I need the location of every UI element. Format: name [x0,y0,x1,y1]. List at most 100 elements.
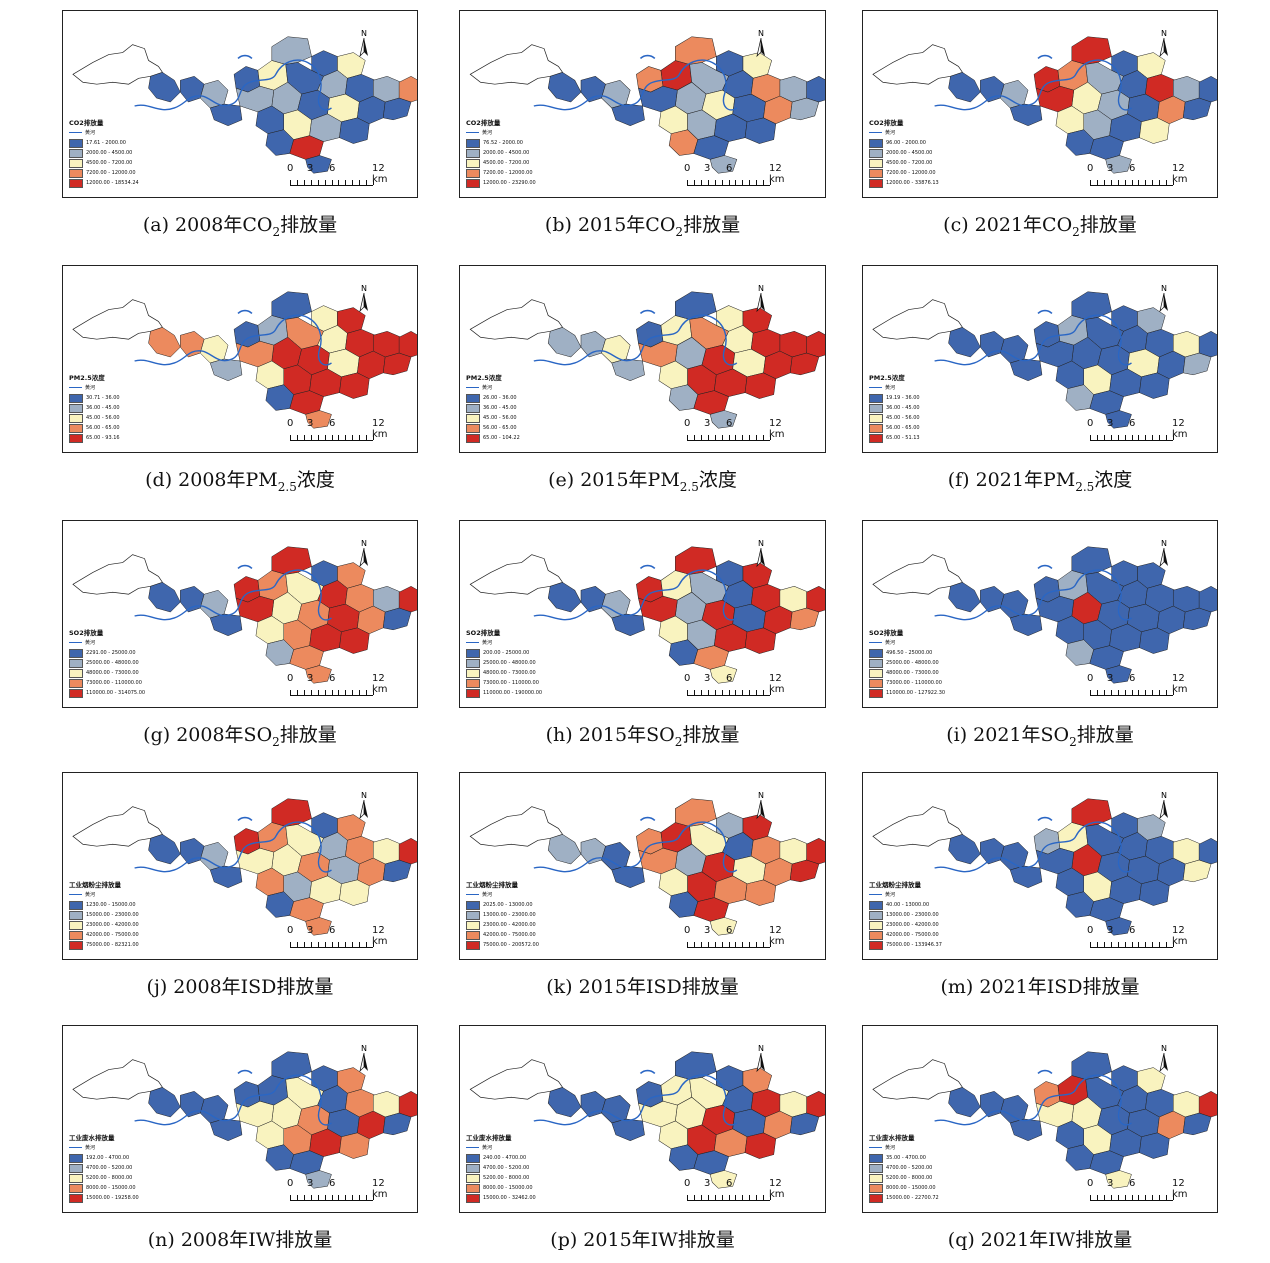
legend-class-row: 15000.00 - 22700.72 [869,1193,1019,1203]
legend-river-entry: 黄河 [466,129,616,136]
scale-label: 3 [1107,1178,1114,1189]
scale-tick [345,690,347,695]
yellow-river-line [134,314,332,366]
legend-range-label: 25000.00 - 48000.00 [86,660,139,666]
scale-tick [1110,690,1112,695]
legend-river-entry: 黄河 [869,639,1019,646]
scale-tick [331,690,333,695]
region-polygon [1009,1118,1043,1142]
caption-subscript: 2 [1072,224,1080,239]
region-polygon [148,327,181,358]
legend-range-label: 15000.00 - 19258.00 [86,1195,139,1201]
legend-class-row: 5200.00 - 8000.00 [466,1173,616,1183]
legend-range-label: 5200.00 - 8000.00 [886,1175,933,1181]
legend-class-row: 200.00 - 25000.00 [466,648,616,658]
scale-tick [359,180,361,185]
legend-swatch [466,168,480,178]
legend-class-row: 65.00 - 104.22 [466,433,616,443]
scale-tick [714,690,716,695]
region-polygon [1009,103,1043,127]
region-polygon [1198,1091,1217,1118]
scale-tick [742,180,744,185]
north-arrow: N [1157,1044,1171,1074]
scale-tick [1173,180,1174,185]
legend-range-label: 4500.00 - 7200.00 [886,160,933,166]
legend-range-label: 200.00 - 25000.00 [483,650,530,656]
scale-tick [345,180,347,185]
legend-range-label: 35.00 - 4700.00 [886,1155,926,1161]
legend-range-label: 8000.00 - 15000.00 [483,1185,533,1191]
legend-range-label: 2000.00 - 4500.00 [483,150,530,156]
scale-tick [1117,942,1119,947]
caption-text: (p) 2015年IW [550,1229,678,1251]
legend-range-label: 13000.00 - 23000.00 [483,912,536,918]
legend-range-label: 73000.00 - 110000.00 [886,680,942,686]
region-polygon [1198,331,1217,358]
scale-tick [742,1195,744,1200]
legend-swatch [69,393,83,403]
scale-tick [1138,690,1140,695]
legend-swatch [466,1153,480,1163]
map-legend: 工业烟粉尘排放量 黄河 1230.00 - 15000.00 15000.00 - 2… [69,879,219,950]
region-polygon [806,1091,825,1118]
legend-swatch [69,433,83,443]
scale-tick [721,435,723,440]
scale-label: 6 [726,418,733,429]
scale-label: 12 km [769,673,785,695]
caption-subscript: 2.5 [277,479,297,494]
scale-bar: 0 3 6 12 km [682,418,785,448]
region-polygon [398,76,417,103]
region-polygon [1105,917,1132,936]
scale-tick [700,690,702,695]
map-panel-c: N CO2排放量 黄河 96.00 - 2000.00 2000.00 - 4500.0… [862,10,1218,198]
legend-swatch [869,678,883,688]
legend-range-label: 13000.00 - 23000.00 [886,912,939,918]
region-polygon [744,117,777,144]
legend-class-row: 65.00 - 51.13 [869,433,1019,443]
scale-tick [1166,180,1168,185]
scale-bar: 0 3 6 12 km [285,163,388,193]
caption-suffix: 排放量 [276,976,334,998]
region-polygon [611,358,645,382]
legend-swatch [466,1173,480,1183]
yellow-river-line [934,821,1132,873]
legend-river-entry: 黄河 [466,639,616,646]
legend-range-label: 36.00 - 45.00 [483,405,517,411]
legend-class-row: 5200.00 - 8000.00 [69,1173,219,1183]
legend-range-label: 36.00 - 45.00 [86,405,120,411]
scale-label: 6 [726,163,733,174]
scale-tick [756,435,758,440]
river-swatch [69,131,82,134]
river-bend-line [639,564,656,570]
scale-tick [707,180,709,185]
river-swatch [869,893,882,896]
legend-range-label: 8000.00 - 15000.00 [86,1185,136,1191]
scale-tick [742,435,744,440]
legend-range-label: 65.00 - 51.13 [886,435,920,441]
scale-tick [1103,690,1105,695]
legend-class-row: 110000.00 - 314075.00 [69,688,219,698]
region-polygon [339,1132,370,1159]
caption-suffix: 排放量 [682,724,740,746]
legend-title: PM2.5浓度 [466,374,502,382]
scale-tick [770,180,771,185]
choropleth-map [872,291,1217,429]
region-polygon [305,155,332,174]
choropleth-map [469,1051,825,1189]
region-polygon [339,879,370,906]
scale-label: 6 [329,418,336,429]
scale-tick [693,942,695,947]
choropleth-map [72,36,417,174]
north-arrow-icon [1159,547,1168,568]
region-no-data [72,554,163,595]
legend-swatch [69,940,83,950]
scale-tick [693,435,695,440]
scale-tick [1103,180,1105,185]
scale-bar: 0 3 6 12 km [682,673,785,703]
region-polygon [339,372,370,399]
region-polygon [339,117,370,144]
legend-range-label: 96.00 - 2000.00 [886,140,926,146]
region-polygon [806,331,825,358]
river-swatch [69,1146,82,1149]
legend-range-label: 56.00 - 65.00 [483,425,517,431]
